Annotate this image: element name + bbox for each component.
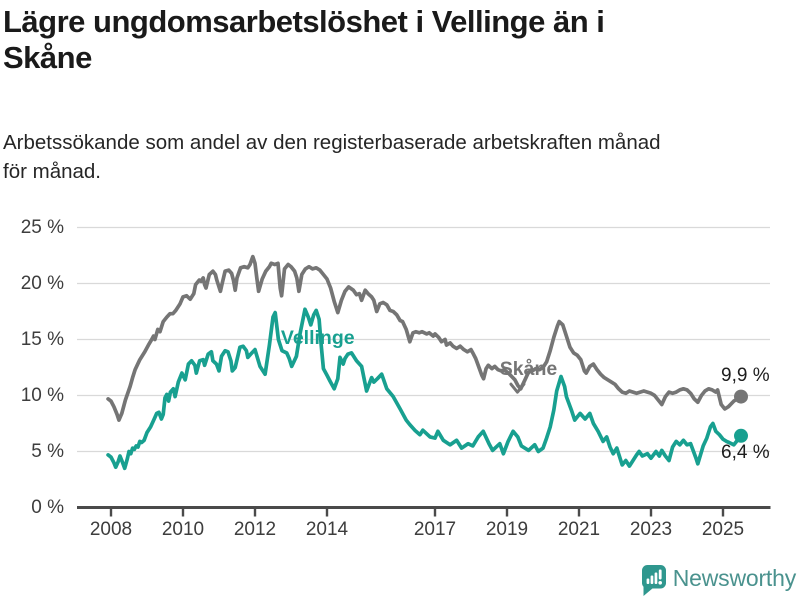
chart-title: Lägre ungdomsarbetslöshet i Vellinge än … <box>3 4 795 76</box>
end-dots-and-carets <box>509 382 748 443</box>
x-axis <box>77 506 771 517</box>
series-line-vellinge <box>106 307 743 471</box>
chart-subtitle: Arbetssökande som andel av den registerb… <box>3 129 793 186</box>
newsworthy-logo[interactable]: Newsworthy <box>639 564 796 597</box>
series-label-arrow-skane <box>509 382 526 394</box>
chart-subtitle-line-1: Arbetssökande som andel av den registerb… <box>3 131 661 154</box>
gridlines <box>77 226 770 453</box>
series-lines <box>106 254 743 471</box>
newsworthy-chart-speech-bubble-icon <box>641 565 666 596</box>
chart-title-line-1: Lägre ungdomsarbetslöshet i Vellinge än … <box>3 4 605 39</box>
newsworthy-logo-text: Newsworthy <box>672 565 796 591</box>
series-line-skane <box>106 254 743 422</box>
series-end-dot-skane <box>734 389 748 404</box>
chart-title-line-2: Skåne <box>3 40 92 75</box>
chart-subtitle-line-2: för månad. <box>3 159 101 183</box>
series-end-dot-vellinge <box>734 428 748 443</box>
